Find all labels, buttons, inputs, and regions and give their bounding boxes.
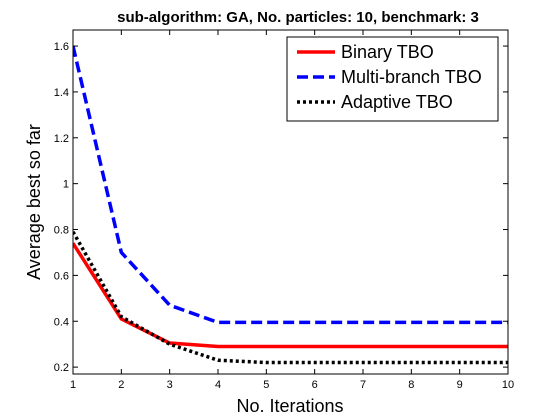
y-tick-label: 0.4 — [54, 316, 69, 328]
y-tick-label: 1.6 — [54, 41, 69, 53]
legend-label-0: Binary TBO — [341, 42, 434, 62]
x-tick-label: 1 — [70, 379, 76, 391]
legend-label-1: Multi-branch TBO — [341, 67, 482, 87]
x-axis-label: No. Iterations — [236, 396, 343, 416]
x-tick-label: 10 — [502, 379, 514, 391]
series-line-1 — [73, 45, 508, 325]
y-tick-label: 1.4 — [54, 87, 69, 99]
y-axis-label: Average best so far — [24, 124, 44, 280]
legend: Binary TBO Multi-branch TBO Adaptive TBO — [286, 36, 499, 122]
series-line-0 — [73, 242, 508, 349]
x-tick-label: 4 — [215, 379, 221, 391]
y-tick-label: 0.6 — [54, 270, 69, 282]
plot-frame — [72, 29, 509, 375]
x-tick-label: 7 — [360, 379, 366, 391]
x-tick-label: 5 — [263, 379, 269, 391]
x-tick-label: 3 — [167, 379, 173, 391]
x-tick-label: 2 — [118, 379, 124, 391]
y-tick-label: 1.2 — [54, 133, 69, 145]
x-tick-label: 6 — [312, 379, 318, 391]
tick-layer: 1 2 3 4 5 6 7 8 9 10 0.2 0.4 0.6 0.8 1 1.2 1.4 1.6 — [54, 30, 514, 391]
legend-label-2: Adaptive TBO — [341, 92, 453, 112]
y-tick-label: 0.2 — [54, 362, 69, 374]
y-tick-label: 1 — [63, 179, 69, 191]
x-tick-label: 8 — [408, 379, 414, 391]
y-tick-label: 0.8 — [54, 225, 69, 237]
x-tick-label: 9 — [457, 379, 463, 391]
chart-title: sub-algorithm: GA, No. particles: 10, be… — [117, 9, 479, 26]
series-line-2 — [73, 230, 508, 365]
series-layer — [73, 45, 508, 365]
